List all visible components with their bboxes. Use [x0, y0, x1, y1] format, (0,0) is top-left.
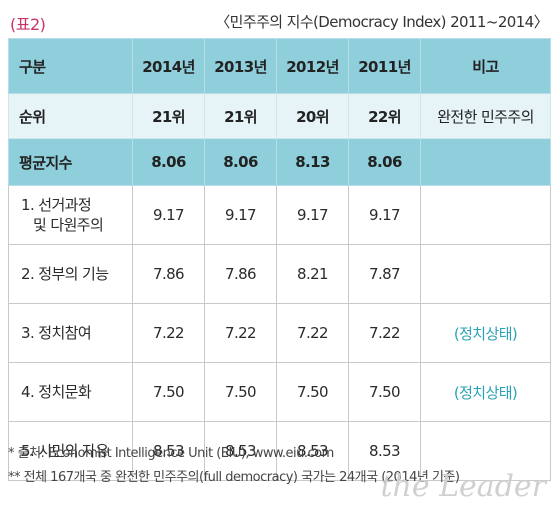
row-value: 8.53 [276, 421, 349, 481]
row-note [420, 421, 551, 481]
table-title: 〈민주주의 지수(Democracy Index) 2011~2014〉 [215, 13, 548, 31]
header-year: 2011년 [348, 38, 421, 94]
rank-label: 순위 [8, 93, 133, 139]
row-value: 9.17 [204, 185, 277, 245]
header-year: 2013년 [204, 38, 277, 94]
footnote-source: * 출처: Economist Intelligence Unit (EIU),… [8, 446, 334, 461]
average-value: 8.06 [348, 138, 421, 186]
average-value: 8.13 [276, 138, 349, 186]
row-value: 7.22 [348, 303, 421, 363]
row-value: 9.17 [132, 185, 205, 245]
average-label: 평균지수 [8, 138, 133, 186]
row-note [420, 244, 551, 304]
header-year: 2014년 [132, 38, 205, 94]
rank-value: 22위 [348, 93, 421, 139]
header-year: 2012년 [276, 38, 349, 94]
table-row: 4. 정치문화 7.50 7.50 7.50 7.50 (정치상태) [8, 362, 551, 422]
rank-note: 완전한 민주주의 [420, 93, 551, 139]
average-value: 8.06 [204, 138, 277, 186]
average-note [420, 138, 551, 186]
row-value: 7.86 [132, 244, 205, 304]
row-name-line2: 및 다원주의 [33, 216, 104, 234]
row-value: 7.50 [204, 362, 277, 422]
row-value: 7.86 [204, 244, 277, 304]
row-name: 4. 정치문화 [8, 362, 133, 422]
header-note: 비고 [420, 38, 551, 94]
row-value: 8.53 [132, 421, 205, 481]
row-value: 9.17 [276, 185, 349, 245]
row-value: 9.17 [348, 185, 421, 245]
row-value: 7.22 [132, 303, 205, 363]
row-value: 7.22 [204, 303, 277, 363]
table-row: 3. 정치참여 7.22 7.22 7.22 7.22 (정치상태) [8, 303, 551, 363]
header-row: 구분 2014년 2013년 2012년 2011년 비고 [8, 38, 551, 94]
average-value: 8.06 [132, 138, 205, 186]
row-name: 3. 정치참여 [8, 303, 133, 363]
rank-value: 20위 [276, 93, 349, 139]
row-value: 7.22 [276, 303, 349, 363]
table-row: 2. 정부의 기능 7.86 7.86 8.21 7.87 [8, 244, 551, 304]
row-name: 2. 정부의 기능 [8, 244, 133, 304]
rank-value: 21위 [132, 93, 205, 139]
row-value: 7.50 [276, 362, 349, 422]
footnote-count: ** 전체 167개국 중 완전한 민주주의(full democracy) 국… [8, 470, 460, 485]
watermark-logo: the Leader [380, 469, 546, 504]
rank-value: 21위 [204, 93, 277, 139]
header-category: 구분 [8, 38, 133, 94]
row-value: 8.21 [276, 244, 349, 304]
row-note: (정치상태) [420, 303, 551, 363]
table-label: (표2) [10, 15, 46, 34]
row-name-line1: 1. 선거과정 [21, 196, 92, 214]
row-note: (정치상태) [420, 362, 551, 422]
table-row: 5. 시민의 자유 8.53 8.53 8.53 8.53 [8, 421, 551, 481]
average-row: 평균지수 8.06 8.06 8.13 8.06 [8, 138, 551, 186]
row-value: 7.50 [348, 362, 421, 422]
rank-row: 순위 21위 21위 20위 22위 완전한 민주주의 [8, 93, 551, 139]
row-value: 7.50 [132, 362, 205, 422]
row-note [420, 185, 551, 245]
row-name: 5. 시민의 자유 [8, 421, 133, 481]
row-value: 7.87 [348, 244, 421, 304]
democracy-index-table: 구분 2014년 2013년 2012년 2011년 비고 순위 21위 21위… [8, 38, 551, 481]
